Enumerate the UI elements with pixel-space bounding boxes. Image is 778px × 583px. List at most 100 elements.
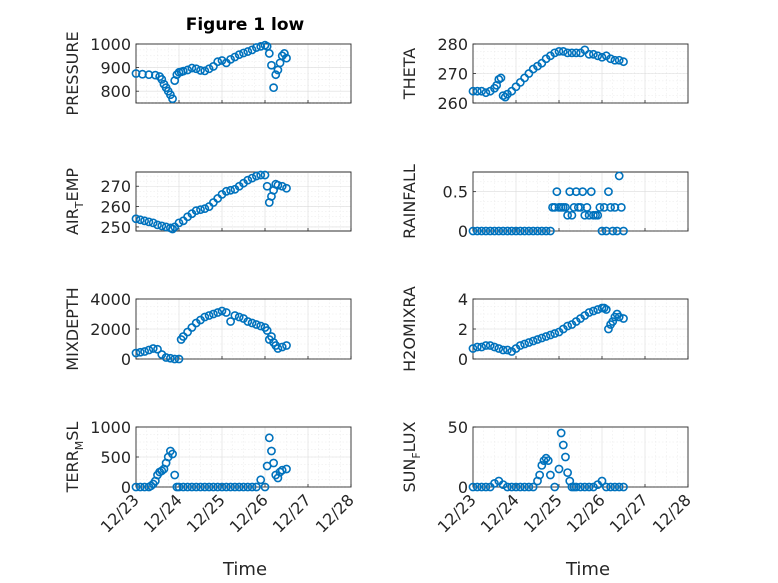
data-point xyxy=(582,202,592,212)
data-point xyxy=(554,464,564,474)
data-point xyxy=(200,312,210,322)
data-point xyxy=(619,57,628,67)
x-tick-label: 12/26 xyxy=(563,490,609,536)
data-point xyxy=(260,170,270,180)
data-point xyxy=(490,342,499,352)
data-point xyxy=(539,456,549,465)
data-point xyxy=(537,226,547,236)
axes-border xyxy=(472,43,689,104)
data-point xyxy=(153,220,162,230)
data-point xyxy=(520,339,529,349)
data-point xyxy=(524,338,534,347)
data-point xyxy=(230,311,240,320)
data-point xyxy=(196,482,205,492)
data-point xyxy=(247,318,257,328)
data-point xyxy=(533,335,542,344)
data-point xyxy=(239,482,248,492)
data-point xyxy=(584,49,594,59)
y-tick-label: 4 xyxy=(458,290,468,309)
y-tick-label: 4000 xyxy=(90,290,131,309)
data-point xyxy=(537,333,547,343)
data-point xyxy=(256,170,266,180)
data-point xyxy=(546,330,555,340)
data-point xyxy=(230,52,240,62)
data-point xyxy=(170,470,180,480)
data-point xyxy=(528,226,538,236)
y-tick-label: 0.5 xyxy=(443,183,468,202)
data-point xyxy=(221,186,231,196)
x-tick-label: 12/23 xyxy=(434,490,480,536)
data-point xyxy=(267,60,276,70)
data-point xyxy=(174,218,184,228)
data-point xyxy=(498,480,508,489)
data-point xyxy=(157,466,167,476)
data-point xyxy=(515,482,525,492)
x-tick-label: 12/25 xyxy=(183,490,229,536)
data-point xyxy=(541,453,551,463)
data-point xyxy=(230,482,240,492)
data-point xyxy=(256,321,266,331)
data-point xyxy=(262,326,272,335)
data-point xyxy=(168,449,177,459)
data-point xyxy=(561,452,570,462)
data-point xyxy=(533,226,542,236)
data-point xyxy=(477,482,486,492)
data-point xyxy=(264,49,274,58)
data-point xyxy=(221,308,231,317)
data-point xyxy=(481,226,491,236)
data-point xyxy=(282,464,291,474)
y-axis-label: THETA xyxy=(400,48,419,100)
y-tick-label: 0 xyxy=(458,350,468,369)
x-tick-label: 12/27 xyxy=(269,490,315,536)
data-point xyxy=(269,83,278,93)
data-point xyxy=(200,66,210,76)
y-tick-label: 260 xyxy=(437,94,468,113)
data-point xyxy=(468,482,478,492)
data-point xyxy=(168,94,177,104)
data-point xyxy=(217,56,227,65)
data-point xyxy=(589,306,598,316)
y-tick-label: 280 xyxy=(437,35,468,54)
data-point xyxy=(140,347,149,356)
data-point xyxy=(148,344,158,353)
x-tick-label: 12/24 xyxy=(477,490,523,536)
data-point xyxy=(584,482,594,492)
panel-theta: 260 270 280 THETA xyxy=(400,35,689,113)
data-point xyxy=(494,344,504,353)
y-axis-label: PRESSURE xyxy=(63,31,82,115)
y-tick-label: 270 xyxy=(437,65,468,84)
data-point xyxy=(507,226,517,236)
data-point xyxy=(589,482,598,492)
data-point xyxy=(606,54,615,64)
x-axis-label-left: Time xyxy=(222,559,267,580)
data-point xyxy=(481,88,491,98)
data-point xyxy=(543,456,553,465)
data-point xyxy=(481,341,491,350)
y-axis-label: H2OMIXRA xyxy=(400,286,419,372)
data-point xyxy=(170,354,180,364)
data-point xyxy=(256,475,266,485)
data-point xyxy=(601,305,611,314)
data-point xyxy=(498,226,508,236)
data-point xyxy=(601,482,611,492)
data-point xyxy=(494,226,504,236)
data-point xyxy=(226,54,235,64)
data-point xyxy=(226,317,235,326)
data-point xyxy=(260,482,270,492)
panel-rainfall: 0 0.5 RAINFALL xyxy=(400,164,689,241)
data-point xyxy=(614,482,624,492)
data-point xyxy=(196,66,205,75)
data-point xyxy=(187,482,197,492)
data-point xyxy=(614,55,624,65)
axes-border xyxy=(472,171,689,232)
data-point xyxy=(477,86,486,96)
data-point xyxy=(619,314,628,323)
y-axis-label: AIRTEMP xyxy=(63,168,86,235)
y-tick-label: 500 xyxy=(100,448,131,467)
data-point xyxy=(234,50,244,60)
data-point xyxy=(226,185,235,195)
data-point xyxy=(528,336,538,346)
data-point xyxy=(243,482,253,492)
data-point xyxy=(576,482,585,492)
data-point xyxy=(502,482,512,492)
